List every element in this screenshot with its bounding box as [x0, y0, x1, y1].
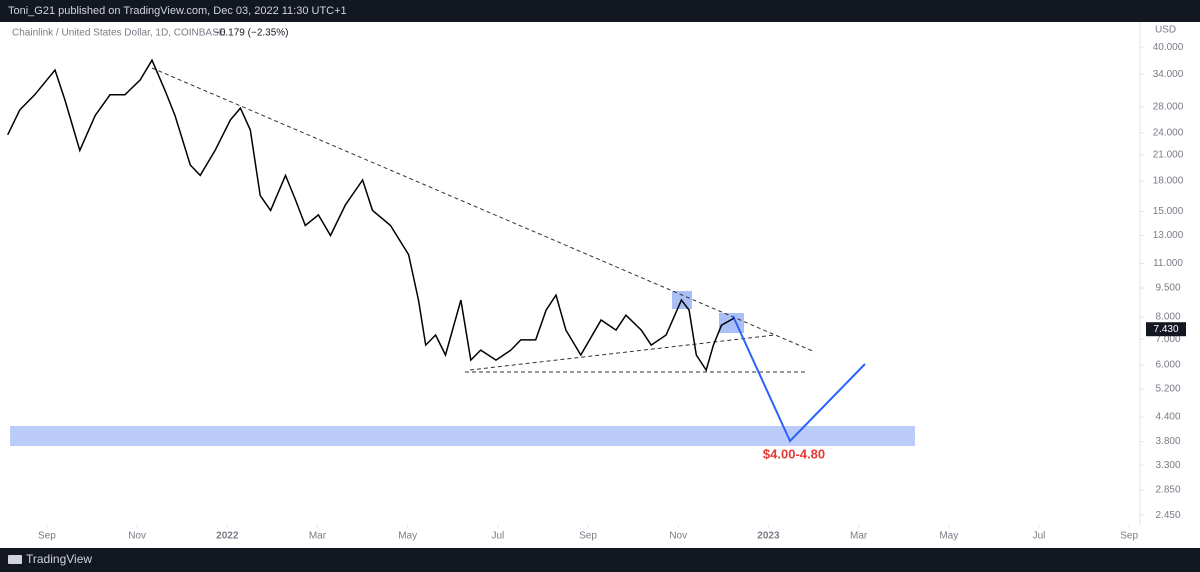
y-axis-label: USD: [1155, 25, 1176, 36]
y-tick-label: 7.000: [1155, 334, 1180, 345]
y-tick-label: 15.000: [1153, 206, 1184, 217]
x-tick-label: May: [939, 531, 958, 542]
y-tick-label: 24.000: [1153, 127, 1184, 138]
x-tick-label: Jul: [491, 531, 504, 542]
price-line: [7, 58, 735, 372]
y-tick-label: 4.400: [1155, 412, 1180, 423]
x-tick-label: Mar: [850, 531, 868, 542]
footer-text: TradingView: [26, 552, 92, 566]
chart-subtitle: −0.179 (−2.35%): [214, 28, 289, 39]
chart-title: Chainlink / United States Dollar, 1D, CO…: [12, 28, 226, 39]
y-tick-label: 3.800: [1155, 436, 1180, 447]
y-tick-label: 2.450: [1155, 510, 1180, 521]
y-tick-label: 8.000: [1155, 311, 1180, 322]
x-tick-label: Sep: [38, 531, 56, 542]
rising-line: [469, 334, 776, 371]
trendline: [151, 67, 816, 353]
y-tick-label: 28.000: [1153, 102, 1184, 113]
projection-path: [732, 315, 866, 443]
y-tick-label: 11.000: [1153, 258, 1183, 269]
y-tick-label: 21.000: [1153, 150, 1184, 161]
y-tick-label: 40.000: [1153, 42, 1184, 53]
x-tick-label: Sep: [579, 531, 597, 542]
y-tick-label: 9.500: [1155, 283, 1180, 294]
footer-logo: TradingView: [8, 552, 92, 566]
y-tick-label: 34.000: [1153, 69, 1184, 80]
y-tick-label: 5.200: [1155, 384, 1180, 395]
publisher-header: Toni_G21 published on TradingView.com, D…: [8, 5, 347, 17]
y-tick-label: 13.000: [1153, 230, 1184, 241]
target-label: $4.00-4.80: [763, 446, 825, 461]
chart-background: [0, 22, 1200, 548]
y-tick-label: 6.000: [1155, 360, 1180, 371]
last-price-label: 7.430: [1153, 324, 1178, 335]
x-tick-label: Nov: [669, 531, 687, 542]
y-tick-label: 18.000: [1153, 176, 1184, 187]
target-zone: [10, 426, 915, 446]
last-price-marker: [1146, 322, 1186, 337]
logo-icon: [8, 555, 22, 564]
x-tick-label: Jul: [1033, 531, 1046, 542]
x-tick-label: Mar: [309, 531, 327, 542]
x-tick-label: Sep: [1120, 531, 1138, 542]
x-tick-label: 2023: [757, 531, 780, 542]
x-tick-label: May: [398, 531, 417, 542]
y-tick-label: 3.300: [1155, 460, 1180, 471]
y-tick-label: 2.850: [1155, 484, 1180, 495]
x-tick-label: Nov: [128, 531, 146, 542]
x-tick-label: 2022: [216, 531, 239, 542]
